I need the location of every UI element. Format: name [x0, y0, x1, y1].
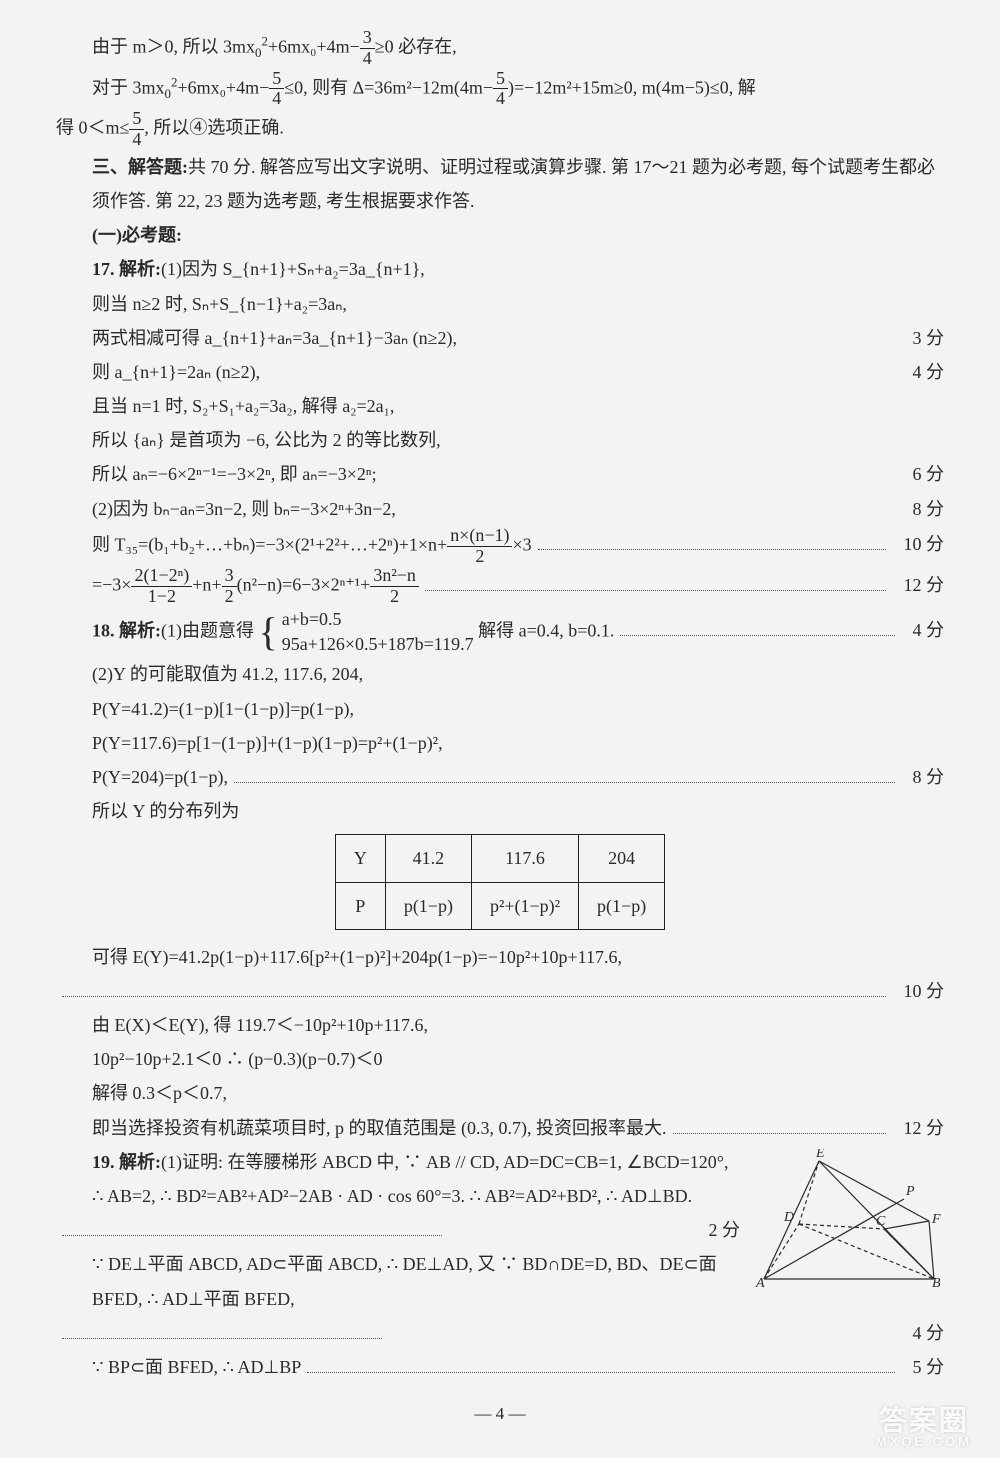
text-line: 得 0＜m≤54, 所以④选项正确.	[56, 109, 944, 150]
svg-text:P: P	[905, 1184, 915, 1199]
q18-l10: 解得 0.3＜p＜0.7,	[56, 1076, 944, 1110]
svg-text:C: C	[876, 1214, 886, 1229]
q19-l3: ∵ BP⊂面 BFED, ∴ AD⊥BP5 分	[56, 1350, 944, 1384]
watermark: 答案圈 MXQE.COM	[876, 1407, 972, 1448]
table-row: Y41.2117.6204	[335, 835, 664, 882]
q17-l7: 所以 aₙ=−6×2ⁿ⁻¹=−3×2ⁿ, 即 aₙ=−3×2ⁿ;6 分	[56, 457, 944, 491]
q18-l8: 由 E(X)＜E(Y), 得 119.7＜−10p²+10p+117.6,	[56, 1008, 944, 1042]
q17-l4: 则 a_{n+1}=2aₙ (n≥2),4 分	[56, 355, 944, 389]
q17-l10: =−3×2(1−2ⁿ)1−2+n+32(n²−n)=6−3×2ⁿ⁺¹+3n²−n…	[56, 566, 944, 607]
q18-l11: 即当选择投资有机蔬菜项目时, p 的取值范围是 (0.3, 0.7), 投资回报…	[56, 1111, 944, 1145]
svg-text:F: F	[931, 1212, 941, 1227]
q17-l5: 且当 n=1 时, S₂+S₁+a₂=3a₂, 解得 a₂=2a₁,	[56, 389, 944, 423]
q18-l6: 所以 Y 的分布列为	[56, 794, 944, 828]
q18-l3: P(Y=41.2)=(1−p)[1−(1−p)]=p(1−p),	[56, 692, 944, 726]
q18-l4: P(Y=117.6)=p[1−(1−p)]+(1−p)(1−p)=p²+(1−p…	[56, 726, 944, 760]
q18-l2: (2)Y 的可能取值为 41.2, 117.6, 204,	[56, 657, 944, 691]
svg-text:B: B	[932, 1276, 941, 1289]
q18-l1: 18. 解析:(1)由题意得 {a+b=0.595a+126×0.5+187b=…	[56, 607, 944, 657]
q17-l6: 所以 {aₙ} 是首项为 −6, 公比为 2 的等比数列,	[56, 423, 944, 457]
q18-l5: P(Y=204)=p(1−p),8 分	[56, 760, 944, 794]
q17-l1: 17. 解析:(1)因为 S_{n+1}+Sₙ+a₂=3a_{n+1},	[56, 252, 944, 286]
q18-l7: 可得 E(Y)=41.2p(1−p)+117.6[p²+(1−p)²]+204p…	[56, 940, 944, 974]
svg-text:A: A	[755, 1276, 765, 1289]
geometry-figure: A B C D E F P	[754, 1149, 944, 1300]
section-heading: 三、解答题:共 70 分. 解答应写出文字说明、证明过程或演算步骤. 第 17～…	[56, 150, 944, 218]
q19-s1: 2 分	[56, 1213, 740, 1247]
page-number: — 4 —	[56, 1398, 944, 1430]
q17-l2: 则当 n≥2 时, Sₙ+S_{n−1}+a₂=3aₙ,	[56, 287, 944, 321]
text-line: 由于 m＞0, 所以 3mx02+6mx₀+4m−34≥0 必存在,	[56, 28, 944, 69]
q18-l7-score: 10 分	[56, 974, 944, 1008]
svg-text:E: E	[815, 1149, 825, 1161]
table-row: Pp(1−p)p²+(1−p)²p(1−p)	[335, 882, 664, 929]
q17-l3: 两式相减可得 a_{n+1}+aₙ=3a_{n+1}−3aₙ (n≥2),3 分	[56, 321, 944, 355]
svg-text:D: D	[783, 1210, 794, 1225]
sub-heading: (一)必考题:	[56, 218, 944, 252]
q19-s2: 4 分	[56, 1316, 944, 1350]
q17-l8: (2)因为 bₙ−aₙ=3n−2, 则 bₙ=−3×2ⁿ+3n−2,8 分	[56, 492, 944, 526]
text-line: 对于 3mx02+6mx₀+4m−54≤0, 则有 Δ=36m²−12m(4m−…	[56, 69, 944, 110]
distribution-table: Y41.2117.6204 Pp(1−p)p²+(1−p)²p(1−p)	[335, 834, 665, 929]
q17-l9: 则 T₃₅=(b₁+b₂+…+bₙ)=−3×(2¹+2²+…+2ⁿ)+1×n+n…	[56, 526, 944, 567]
q18-l9: 10p²−10p+2.1＜0 ∴ (p−0.3)(p−0.7)＜0	[56, 1042, 944, 1076]
